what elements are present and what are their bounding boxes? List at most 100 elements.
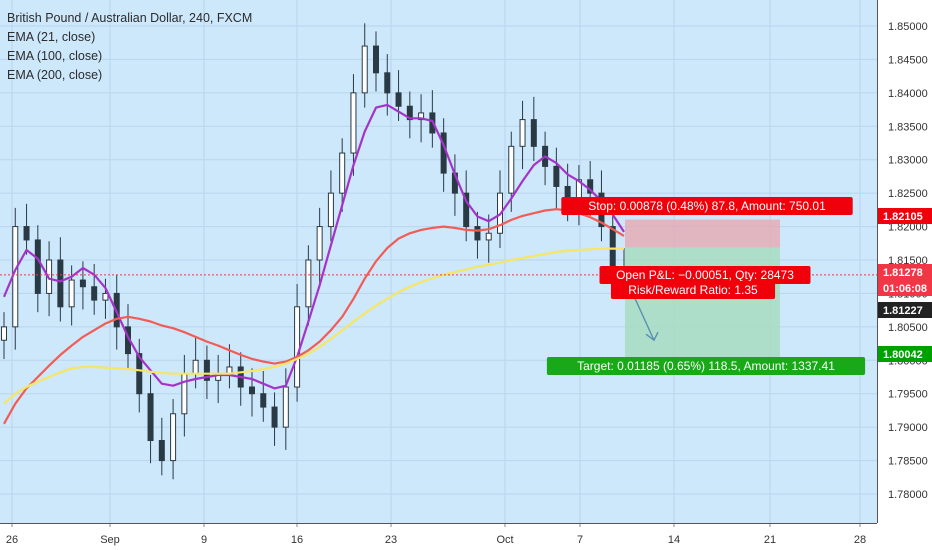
- y-tick-label: 1.84500: [888, 54, 928, 66]
- stop-zone: [625, 219, 780, 248]
- candle-body: [68, 279, 75, 308]
- candle: [553, 147, 560, 210]
- candle-body: [350, 92, 357, 154]
- y-tick-label: 1.83500: [888, 121, 928, 133]
- pnl-label: Open P&L: −0.00051, Qty: 28473: [599, 266, 811, 284]
- candle-body: [373, 45, 379, 74]
- x-tick-label: 16: [291, 534, 303, 546]
- y-tick-label: 1.78000: [888, 489, 928, 501]
- candle-body: [485, 232, 492, 241]
- y-tick-label: 1.80500: [888, 322, 928, 334]
- series-line-ema-100-close-: [3, 208, 625, 425]
- candle: [91, 264, 98, 315]
- price-tag: 1.80042: [878, 346, 932, 362]
- y-tick-label: 1.83000: [888, 155, 928, 167]
- candle-body: [102, 292, 109, 301]
- y-tick-label: 1.84000: [888, 88, 928, 100]
- candle-body: [609, 226, 616, 268]
- y-tick-label: 1.85000: [888, 21, 928, 33]
- candle-body: [23, 226, 30, 241]
- candle-body: [282, 386, 289, 428]
- candle-body: [530, 119, 537, 147]
- stop-label: Stop: 0.00878 (0.48%) 87.8, Amount: 750.…: [561, 197, 853, 215]
- pnl-label-text: Open P&L: −0.00051, Qty: 28473: [616, 268, 794, 282]
- x-tick-label: Sep: [100, 534, 120, 546]
- x-tick-label: 26: [6, 534, 18, 546]
- legend-ema-21: EMA (21, close): [7, 30, 96, 44]
- target-label-bg: [546, 357, 866, 375]
- candle: [373, 31, 379, 92]
- y-tick-label: 1.79000: [888, 422, 928, 434]
- target-zone: [625, 247, 780, 358]
- candle-body: [136, 353, 143, 395]
- price-tag: 1.81278: [878, 264, 932, 280]
- candle: [1, 312, 7, 359]
- candle: [34, 225, 41, 313]
- candle-body: [192, 359, 199, 375]
- price-tag-bg: [878, 264, 932, 280]
- candle-body: [79, 279, 86, 288]
- candle: [102, 278, 109, 319]
- price-tag: 01:06:08: [878, 280, 932, 296]
- rr-label-text: Risk/Reward Ratio: 1.35: [628, 283, 758, 297]
- candle-body: [249, 386, 255, 395]
- candle-body: [34, 239, 41, 294]
- pnl-label-bg: [599, 266, 811, 284]
- candle: [158, 417, 165, 476]
- rr-label-bg: [610, 281, 776, 299]
- y-tick-label: 1.82000: [888, 222, 928, 234]
- candle: [474, 211, 481, 259]
- legend-title: British Pound / Australian Dollar, 240, …: [7, 11, 253, 25]
- target-label-text: Target: 0.01185 (0.65%) 118.5, Amount: 1…: [577, 359, 835, 373]
- legend-ema-100: EMA (100, close): [7, 49, 103, 63]
- candle-body: [463, 192, 470, 228]
- price-tag-text: 1.82105: [883, 211, 923, 223]
- price-tag-bg: [878, 280, 932, 296]
- candle: [282, 368, 289, 450]
- y-tick-label: 1.82500: [888, 188, 928, 200]
- target-label: Target: 0.01185 (0.65%) 118.5, Amount: 1…: [546, 357, 866, 375]
- candle-body: [260, 393, 267, 408]
- candle-body: [508, 145, 515, 194]
- candle-body: [406, 105, 413, 121]
- candle-body: [395, 92, 402, 107]
- candle-body: [305, 259, 312, 308]
- candle: [23, 203, 30, 255]
- candle-body: [147, 393, 154, 442]
- price-tag-bg: [878, 346, 932, 362]
- x-tick-label: 28: [854, 534, 866, 546]
- candle-body: [553, 165, 560, 187]
- candle-body: [1, 326, 7, 341]
- candle-body: [158, 440, 165, 462]
- x-tick-label: 23: [385, 534, 397, 546]
- candle: [339, 138, 346, 212]
- candle: [260, 370, 267, 422]
- x-tick-label: 14: [668, 534, 680, 546]
- price-tag: 1.82105: [878, 208, 932, 224]
- candle: [530, 96, 537, 162]
- series-line-ema-21-close-: [2, 103, 625, 390]
- candle: [327, 170, 334, 242]
- candle-body: [57, 259, 64, 308]
- candle: [170, 399, 177, 480]
- legend-ema-200: EMA (200, close): [7, 68, 103, 82]
- candle: [350, 74, 357, 176]
- x-tick-label: 21: [764, 534, 776, 546]
- candle-body: [170, 413, 177, 462]
- candle-body: [316, 226, 323, 261]
- candle-body: [587, 179, 594, 194]
- rr-label: Risk/Reward Ratio: 1.35: [610, 281, 776, 299]
- price-tag-text: 1.80042: [883, 349, 923, 361]
- price-tag: 1.81227: [878, 302, 932, 318]
- candle: [519, 100, 526, 170]
- x-tick-label: 7: [577, 534, 583, 546]
- candle-body: [327, 192, 334, 228]
- candle-body: [361, 45, 368, 94]
- candle: [203, 345, 210, 400]
- candle: [249, 368, 255, 417]
- candle: [361, 23, 368, 108]
- candle-body: [271, 406, 278, 428]
- candle-body: [384, 72, 391, 94]
